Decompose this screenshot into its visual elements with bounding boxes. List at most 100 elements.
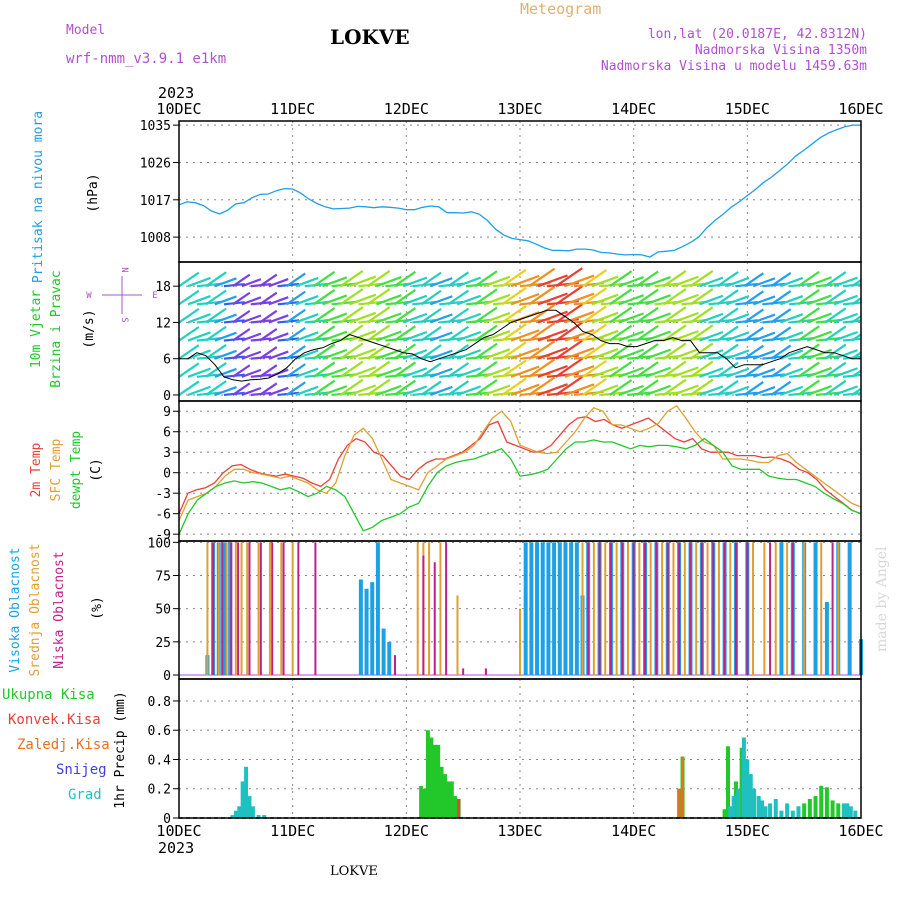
wind-arrow <box>322 385 348 396</box>
mid-cloud-bar <box>234 542 237 676</box>
wind-arrow <box>779 349 804 360</box>
wind-arrow <box>689 288 714 306</box>
wind-arrow <box>528 322 556 342</box>
wind-arrow <box>312 361 336 378</box>
y-tick-label: 75 <box>155 570 171 585</box>
wind-arrow <box>833 294 858 306</box>
wind-arrow <box>662 306 687 324</box>
wind-arrow <box>528 376 556 396</box>
wind-arrow <box>402 349 428 360</box>
wind-arrow <box>833 385 858 396</box>
low-cloud-bar <box>297 542 300 676</box>
graupel-bar <box>845 803 850 818</box>
wind-arrow <box>699 276 724 288</box>
wind-arrow <box>295 349 319 360</box>
wind-arrow <box>376 330 402 342</box>
credit-label: made by Angel <box>874 546 890 652</box>
wind-arrow <box>770 271 792 288</box>
graupel-bar <box>848 806 853 818</box>
wind-speed-line <box>179 309 861 382</box>
wind-arrow <box>716 325 739 342</box>
low-cloud-bar <box>393 655 396 676</box>
high-cloud-bar <box>813 542 818 676</box>
wind-arrow <box>806 330 832 342</box>
wind-arrow <box>214 331 237 342</box>
wind-arrow <box>205 380 227 396</box>
high-cloud-bar <box>535 542 540 676</box>
low-cloud-bar <box>314 542 317 676</box>
wind-arrow <box>537 310 568 324</box>
wind-arrow <box>555 285 583 306</box>
wind-arrow <box>752 295 776 306</box>
mid-cloud-bar <box>225 542 228 676</box>
wind-arrow <box>609 288 633 306</box>
wind-arrow <box>429 331 453 342</box>
wind-arrow <box>241 278 262 288</box>
mid-cloud-bar <box>683 542 686 676</box>
low-cloud-bar <box>666 542 669 676</box>
mid-cloud-bar <box>592 542 595 676</box>
wind-arrow <box>645 384 671 396</box>
y-tick-label: 100 <box>148 536 171 551</box>
wind-arrow <box>824 307 847 324</box>
wind-arrow <box>339 342 364 360</box>
wind-arrow <box>483 311 511 324</box>
wind-arrow <box>779 367 804 378</box>
mid-cloud-bar <box>752 542 755 676</box>
x-axis-top: 10DEC 11DEC 12DEC 13DEC 14DEC 15DEC 16DEC <box>156 100 883 118</box>
wind-arrow <box>376 348 402 360</box>
y-tick-label: 0 <box>163 389 171 404</box>
mid-cloud-bar <box>638 542 641 676</box>
wind-arrow <box>510 383 540 396</box>
wind-arrow <box>662 342 687 360</box>
wind-arrow <box>618 312 644 324</box>
wind-arrow <box>618 384 644 396</box>
wind-arrow <box>860 375 861 377</box>
wind-arrow <box>555 267 583 288</box>
low-cloud-bar <box>445 542 448 676</box>
graupel-bar <box>748 774 753 818</box>
wind-arrow <box>591 366 619 378</box>
wind-arrow <box>187 385 211 396</box>
wind-arrow <box>483 330 511 342</box>
temp-ylabel-1: 2m Temp <box>29 442 44 497</box>
wind-arrow <box>322 276 348 288</box>
wind-arrow <box>555 357 583 378</box>
wind-arrow <box>824 379 847 396</box>
wind-arrow <box>645 348 671 360</box>
wind-arrow <box>295 367 319 378</box>
high-cloud-bar <box>222 542 227 676</box>
wind-arrow <box>483 384 511 396</box>
wind-arrow <box>232 382 251 396</box>
wind-arrow <box>797 343 820 360</box>
wind-arrow <box>456 294 482 306</box>
x-axis-bottom: 10DEC 11DEC 12DEC 13DEC 14DEC 15DEC 16DEC <box>156 822 883 840</box>
pressure-panel: Pritisak na nivou mora (hPa) 1008 1017 102… <box>31 111 862 283</box>
wind-arrow <box>402 276 428 288</box>
wind-arrow <box>259 346 278 360</box>
x-tick-label-top: 15DEC <box>725 100 770 118</box>
temp-ylabel-3: dewpt Temp <box>69 431 84 509</box>
precip-legend-item: Ukupna Kisa <box>2 687 95 703</box>
x-tick-label-bottom: 12DEC <box>384 822 429 840</box>
wind-arrow <box>420 362 442 378</box>
graupel-bar <box>250 806 255 818</box>
wind-arrow <box>779 276 804 288</box>
wind-arrow <box>609 306 633 324</box>
wind-arrow <box>591 275 619 288</box>
wind-arrow <box>833 312 858 324</box>
wind-arrow <box>456 312 482 324</box>
low-cloud-bar <box>746 542 749 676</box>
graupel-bar <box>768 803 773 818</box>
low-cloud-bar <box>484 668 487 676</box>
wind-arrow <box>205 325 227 342</box>
wind-arrow <box>618 294 644 306</box>
wind-arrow <box>322 348 348 360</box>
wind-arrow <box>456 349 482 360</box>
wind-arrow <box>420 271 442 288</box>
wind-arrow <box>609 379 633 396</box>
high-cloud-bar <box>523 542 528 676</box>
total-precip-bar <box>836 803 841 818</box>
cloud-ylabel-low: Niska Oblacnost <box>52 551 67 668</box>
graupel-bar <box>247 796 252 818</box>
